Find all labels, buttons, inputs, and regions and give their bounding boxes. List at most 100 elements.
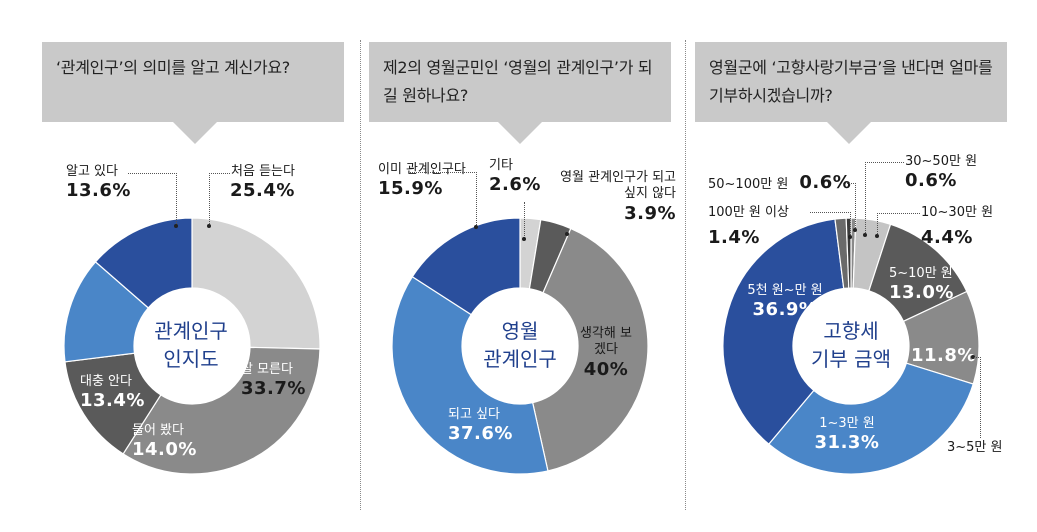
leader-10-30 xyxy=(877,213,920,236)
label-other-value: 2.6% xyxy=(489,174,541,196)
label-roughly: 대충 안다 13.4% xyxy=(80,374,145,413)
label-30-50-name: 30~50만 원 xyxy=(905,154,978,169)
label-consider-value: 40% xyxy=(583,358,629,380)
label-not-want-name: 영월 관계인구가 되고 싶지 않다 xyxy=(560,170,676,202)
label-100-plus: 100만 원 이상 1.4% xyxy=(708,205,789,250)
divider-2 xyxy=(685,40,686,510)
label-consider: 생각해 보겠다 40% xyxy=(576,326,636,381)
leader-know-well xyxy=(128,173,177,226)
label-consider-name: 생각해 보겠다 xyxy=(580,326,632,358)
label-50-100-value: 0.6% xyxy=(799,172,852,193)
donut-3-center-label: 고향세 기부 금액 xyxy=(791,317,911,373)
donut-1-hole xyxy=(134,288,250,404)
label-3-5-value-wrap: 11.8% xyxy=(911,345,976,368)
panel-willingness: 제2의 영월군민인 ‘영월의 관계인구’가 되길 원하나요? 영월 관계인구 이… xyxy=(360,0,685,532)
leader-already xyxy=(410,172,477,227)
question-2-text: 제2의 영월군민인 ‘영월의 관계인구’가 되길 원하나요? xyxy=(383,58,653,105)
question-3-arrow xyxy=(827,122,871,144)
donut-3-center-line-1: 고향세 xyxy=(823,319,879,343)
donut-chart-donation xyxy=(722,217,980,475)
question-box-3: 영월군에 ‘고향사랑기부금’을 낸다면 얼마를 기부하시겠습니까? xyxy=(695,42,1007,144)
label-want-value: 37.6% xyxy=(448,423,513,445)
leader-10-30-dot xyxy=(875,234,879,238)
panel-donation: 영월군에 ‘고향사랑기부금’을 낸다면 얼마를 기부하시겠습니까? 고향세 기부… xyxy=(685,0,1037,532)
donut-1-center-line-2: 인지도 xyxy=(163,347,219,371)
question-3-text: 영월군에 ‘고향사랑기부금’을 낸다면 얼마를 기부하시겠습니까? xyxy=(709,58,993,105)
question-1-arrow xyxy=(173,122,217,144)
divider-1 xyxy=(360,40,361,510)
leader-other-dot xyxy=(522,237,526,241)
leader-50-100 xyxy=(843,183,856,230)
leader-first-time xyxy=(209,173,230,226)
label-1-3-value: 31.3% xyxy=(814,432,880,454)
label-1-3: 1~3만 원 31.3% xyxy=(807,416,887,455)
label-first-time-value: 25.4% xyxy=(230,180,295,202)
label-heard: 들어 봤다 14.0% xyxy=(132,423,197,462)
label-not-want: 영월 관계인구가 되고 싶지 않다 3.9% xyxy=(556,170,676,225)
label-3-5-name: 3~5만 원 xyxy=(947,440,1003,455)
label-5000-10000-name: 5천 원~만 원 xyxy=(747,283,823,298)
leader-30-50-dot xyxy=(863,233,867,237)
label-already: 이미 관계인구다 15.9% xyxy=(378,162,466,201)
label-not-want-value: 3.9% xyxy=(624,202,676,224)
leader-not-want-dot xyxy=(565,232,569,236)
label-30-50: 30~50만 원 0.6% xyxy=(905,154,977,193)
leader-100-plus xyxy=(810,212,851,237)
leader-3-5-dot xyxy=(971,355,975,359)
label-10-30-name: 10~30만 원 xyxy=(921,205,994,220)
label-5-10-name: 5~10만 원 xyxy=(889,266,953,281)
label-50-100: 50~100만 원 0.6% xyxy=(708,172,851,195)
label-5000-10000-value: 36.9% xyxy=(752,299,818,321)
leader-first-time-dot xyxy=(207,224,211,228)
donut-3-center-line-2: 기부 금액 xyxy=(811,347,891,371)
label-5-10-value: 13.0% xyxy=(889,282,954,304)
donut-2-hole xyxy=(462,288,578,404)
label-other-name: 기타 xyxy=(489,158,513,173)
label-5000-10000: 5천 원~만 원 36.9% xyxy=(735,283,835,322)
label-not-sure-name: 잘 모른다 xyxy=(241,362,293,377)
leader-know-well-dot xyxy=(174,224,178,228)
label-know-well: 알고 있다 13.6% xyxy=(66,164,131,203)
donut-1-center-label: 관계인구 인지도 xyxy=(131,317,251,373)
label-first-time-name: 처음 듣는다 xyxy=(231,164,295,179)
donut-2-center-line-2: 관계인구 xyxy=(483,347,557,371)
question-box-1: ‘관계인구’의 의미를 알고 계신가요? xyxy=(42,42,344,144)
label-100-plus-name: 100만 원 이상 xyxy=(708,205,789,220)
label-10-30: 10~30만 원 4.4% xyxy=(921,205,993,250)
donut-chart-willingness xyxy=(391,217,649,475)
question-2-arrow xyxy=(498,122,542,144)
leader-50-100-dot xyxy=(853,228,857,232)
label-3-5: 3~5만 원 xyxy=(947,440,1003,456)
donut-2-center-label: 영월 관계인구 xyxy=(460,317,580,373)
label-already-name: 이미 관계인구다 xyxy=(378,162,466,177)
donut-2-slice-4 xyxy=(411,217,521,316)
donut-3-slice-5 xyxy=(722,218,845,445)
label-100-plus-value: 1.4% xyxy=(708,227,760,249)
label-heard-value: 14.0% xyxy=(132,439,197,461)
leader-30-50 xyxy=(865,162,904,235)
donut-3-hole xyxy=(793,288,909,404)
label-5-10: 5~10만 원 13.0% xyxy=(889,266,954,305)
label-30-50-value: 0.6% xyxy=(905,170,957,192)
label-50-100-name: 50~100만 원 xyxy=(708,177,789,192)
leader-other xyxy=(524,202,525,238)
leader-3-5 xyxy=(974,357,981,438)
label-want: 되고 싶다 37.6% xyxy=(448,407,513,446)
label-first-time: 처음 듣는다 25.4% xyxy=(230,164,295,203)
label-3-5-value: 11.8% xyxy=(911,345,976,366)
label-roughly-value: 13.4% xyxy=(80,390,145,412)
question-box-2: 제2의 영월군민인 ‘영월의 관계인구’가 되길 원하나요? xyxy=(369,42,671,144)
label-1-3-name: 1~3만 원 xyxy=(819,416,875,431)
donut-chart-awareness xyxy=(63,217,321,475)
leader-100-plus-dot xyxy=(848,235,852,239)
panel-awareness: ‘관계인구’의 의미를 알고 계신가요? 관계인구 인지도 알고 있다 13.6… xyxy=(0,0,360,532)
label-heard-name: 들어 봤다 xyxy=(132,423,184,438)
label-not-sure: 잘 모른다 33.7% xyxy=(241,362,306,401)
donut-2-center-line-1: 영월 xyxy=(501,319,539,343)
question-1-text: ‘관계인구’의 의미를 알고 계신가요? xyxy=(56,58,291,77)
label-know-well-name: 알고 있다 xyxy=(66,164,118,179)
donut-1-center-line-1: 관계인구 xyxy=(154,319,228,343)
leader-already-dot xyxy=(474,225,478,229)
label-other: 기타 2.6% xyxy=(489,158,541,197)
